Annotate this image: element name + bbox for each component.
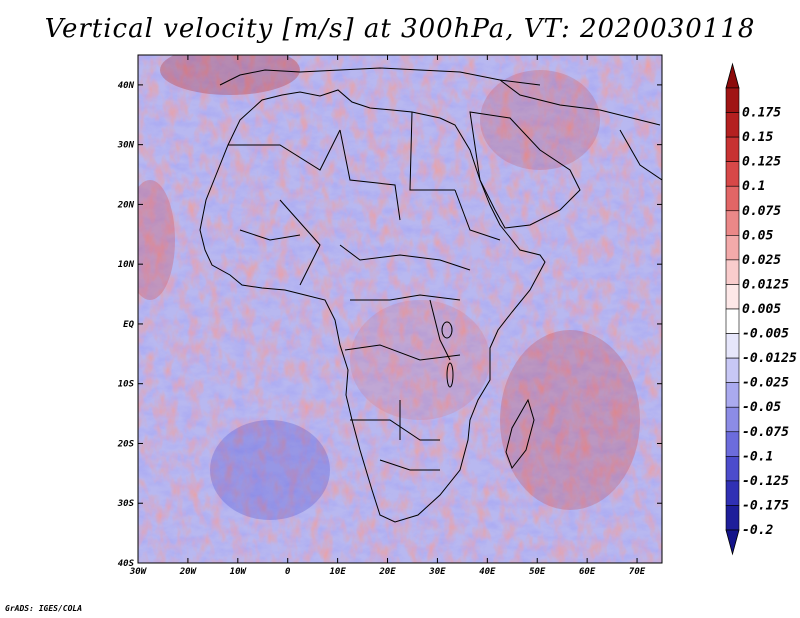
lon-tick-label: 40E	[479, 567, 496, 577]
lat-tick-label: 40S	[118, 559, 135, 569]
colorbar-swatch	[725, 382, 740, 408]
colorbar-label: 0.125	[742, 155, 781, 170]
lat-tick-label: 20N	[117, 200, 135, 210]
velocity-field	[138, 55, 662, 563]
colorbar-label: -0.005	[742, 327, 789, 342]
colorbar-label: -0.075	[742, 425, 789, 440]
lon-tick-label: 60E	[579, 567, 596, 577]
colorbar-label: -0.2	[742, 523, 773, 538]
colorbar-swatch	[725, 259, 740, 285]
colorbar-swatch	[725, 431, 740, 457]
latitude-axis: 40N 30N 20N 10N EQ 10S 20S 30S 40S	[117, 81, 662, 569]
colorbar-label: -0.025	[742, 376, 789, 391]
colorbar-label: 0.15	[742, 130, 773, 145]
colorbar-label: 0.05	[742, 228, 773, 243]
colorbar-label: 0.025	[742, 253, 781, 268]
lon-tick-label: 30W	[129, 567, 148, 577]
lat-tick-label: 10N	[118, 260, 135, 270]
colorbar-swatch	[725, 161, 740, 187]
coastlines-and-borders	[199, 67, 662, 523]
lon-tick-label: 10E	[329, 567, 346, 577]
lat-tick-label: 40N	[118, 81, 135, 91]
lat-tick-label: 30N	[117, 141, 135, 151]
lat-tick-label: 30S	[117, 499, 135, 509]
colorbar-bottom-arrow	[725, 529, 740, 556]
lon-tick-label: 10W	[230, 567, 248, 577]
colorbar-label: 0.005	[742, 302, 781, 317]
colorbar-label: 0.1	[742, 179, 765, 194]
colorbar-swatch	[725, 210, 740, 236]
colorbar-swatch	[725, 235, 740, 261]
colorbar-label: 0.075	[742, 204, 781, 219]
colorbar-label: -0.1	[742, 449, 773, 464]
colorbar-label: -0.175	[742, 498, 789, 513]
map-frame	[137, 54, 663, 564]
lon-tick-label: 20E	[378, 567, 396, 577]
colorbar-swatch	[725, 406, 740, 433]
lon-tick-label: 0	[285, 567, 291, 577]
map-title: Vertical velocity [m/s] at 300hPa, VT: 2…	[44, 14, 756, 44]
colorbar-swatch	[725, 284, 740, 310]
colorbar-swatch	[725, 136, 740, 162]
lon-tick-label: 20W	[179, 567, 198, 577]
lon-tick-label: 50E	[529, 567, 546, 577]
colorbar-swatch	[725, 456, 740, 482]
lat-tick-label: 20S	[117, 439, 135, 449]
colorbar-top-arrow	[725, 62, 740, 89]
colorbar-swatch	[725, 185, 740, 212]
colorbar-swatch	[725, 480, 740, 506]
colorbar-label: -0.05	[742, 400, 781, 415]
colorbar-label: 0.175	[742, 106, 781, 121]
colorbar-swatch	[725, 87, 740, 113]
grads-credit: GrADS: IGES/COLA	[5, 604, 83, 613]
lon-tick-label: 30E	[428, 567, 446, 577]
colorbar-label: -0.125	[742, 474, 789, 489]
colorbar-label: 0.0125	[742, 277, 789, 292]
colorbar: 0.175 0.15 0.125 0.1 0.075 0.05 0.025 0.0125 0.0…	[725, 62, 797, 556]
colorbar-swatch	[725, 357, 740, 383]
colorbar-swatch	[725, 112, 740, 138]
colorbar-label: -0.0125	[742, 351, 797, 366]
colorbar-swatch	[725, 333, 740, 359]
colorbar-swatch	[725, 505, 740, 531]
longitude-axis: 30W 20W 10W 0 10E 20E 30E 40E 50E 60E 70E	[129, 55, 646, 577]
lat-tick-label: 10S	[118, 380, 135, 390]
colorbar-swatch	[725, 308, 740, 334]
lon-tick-label: 70E	[629, 567, 646, 577]
lat-tick-label: EQ	[123, 320, 134, 330]
